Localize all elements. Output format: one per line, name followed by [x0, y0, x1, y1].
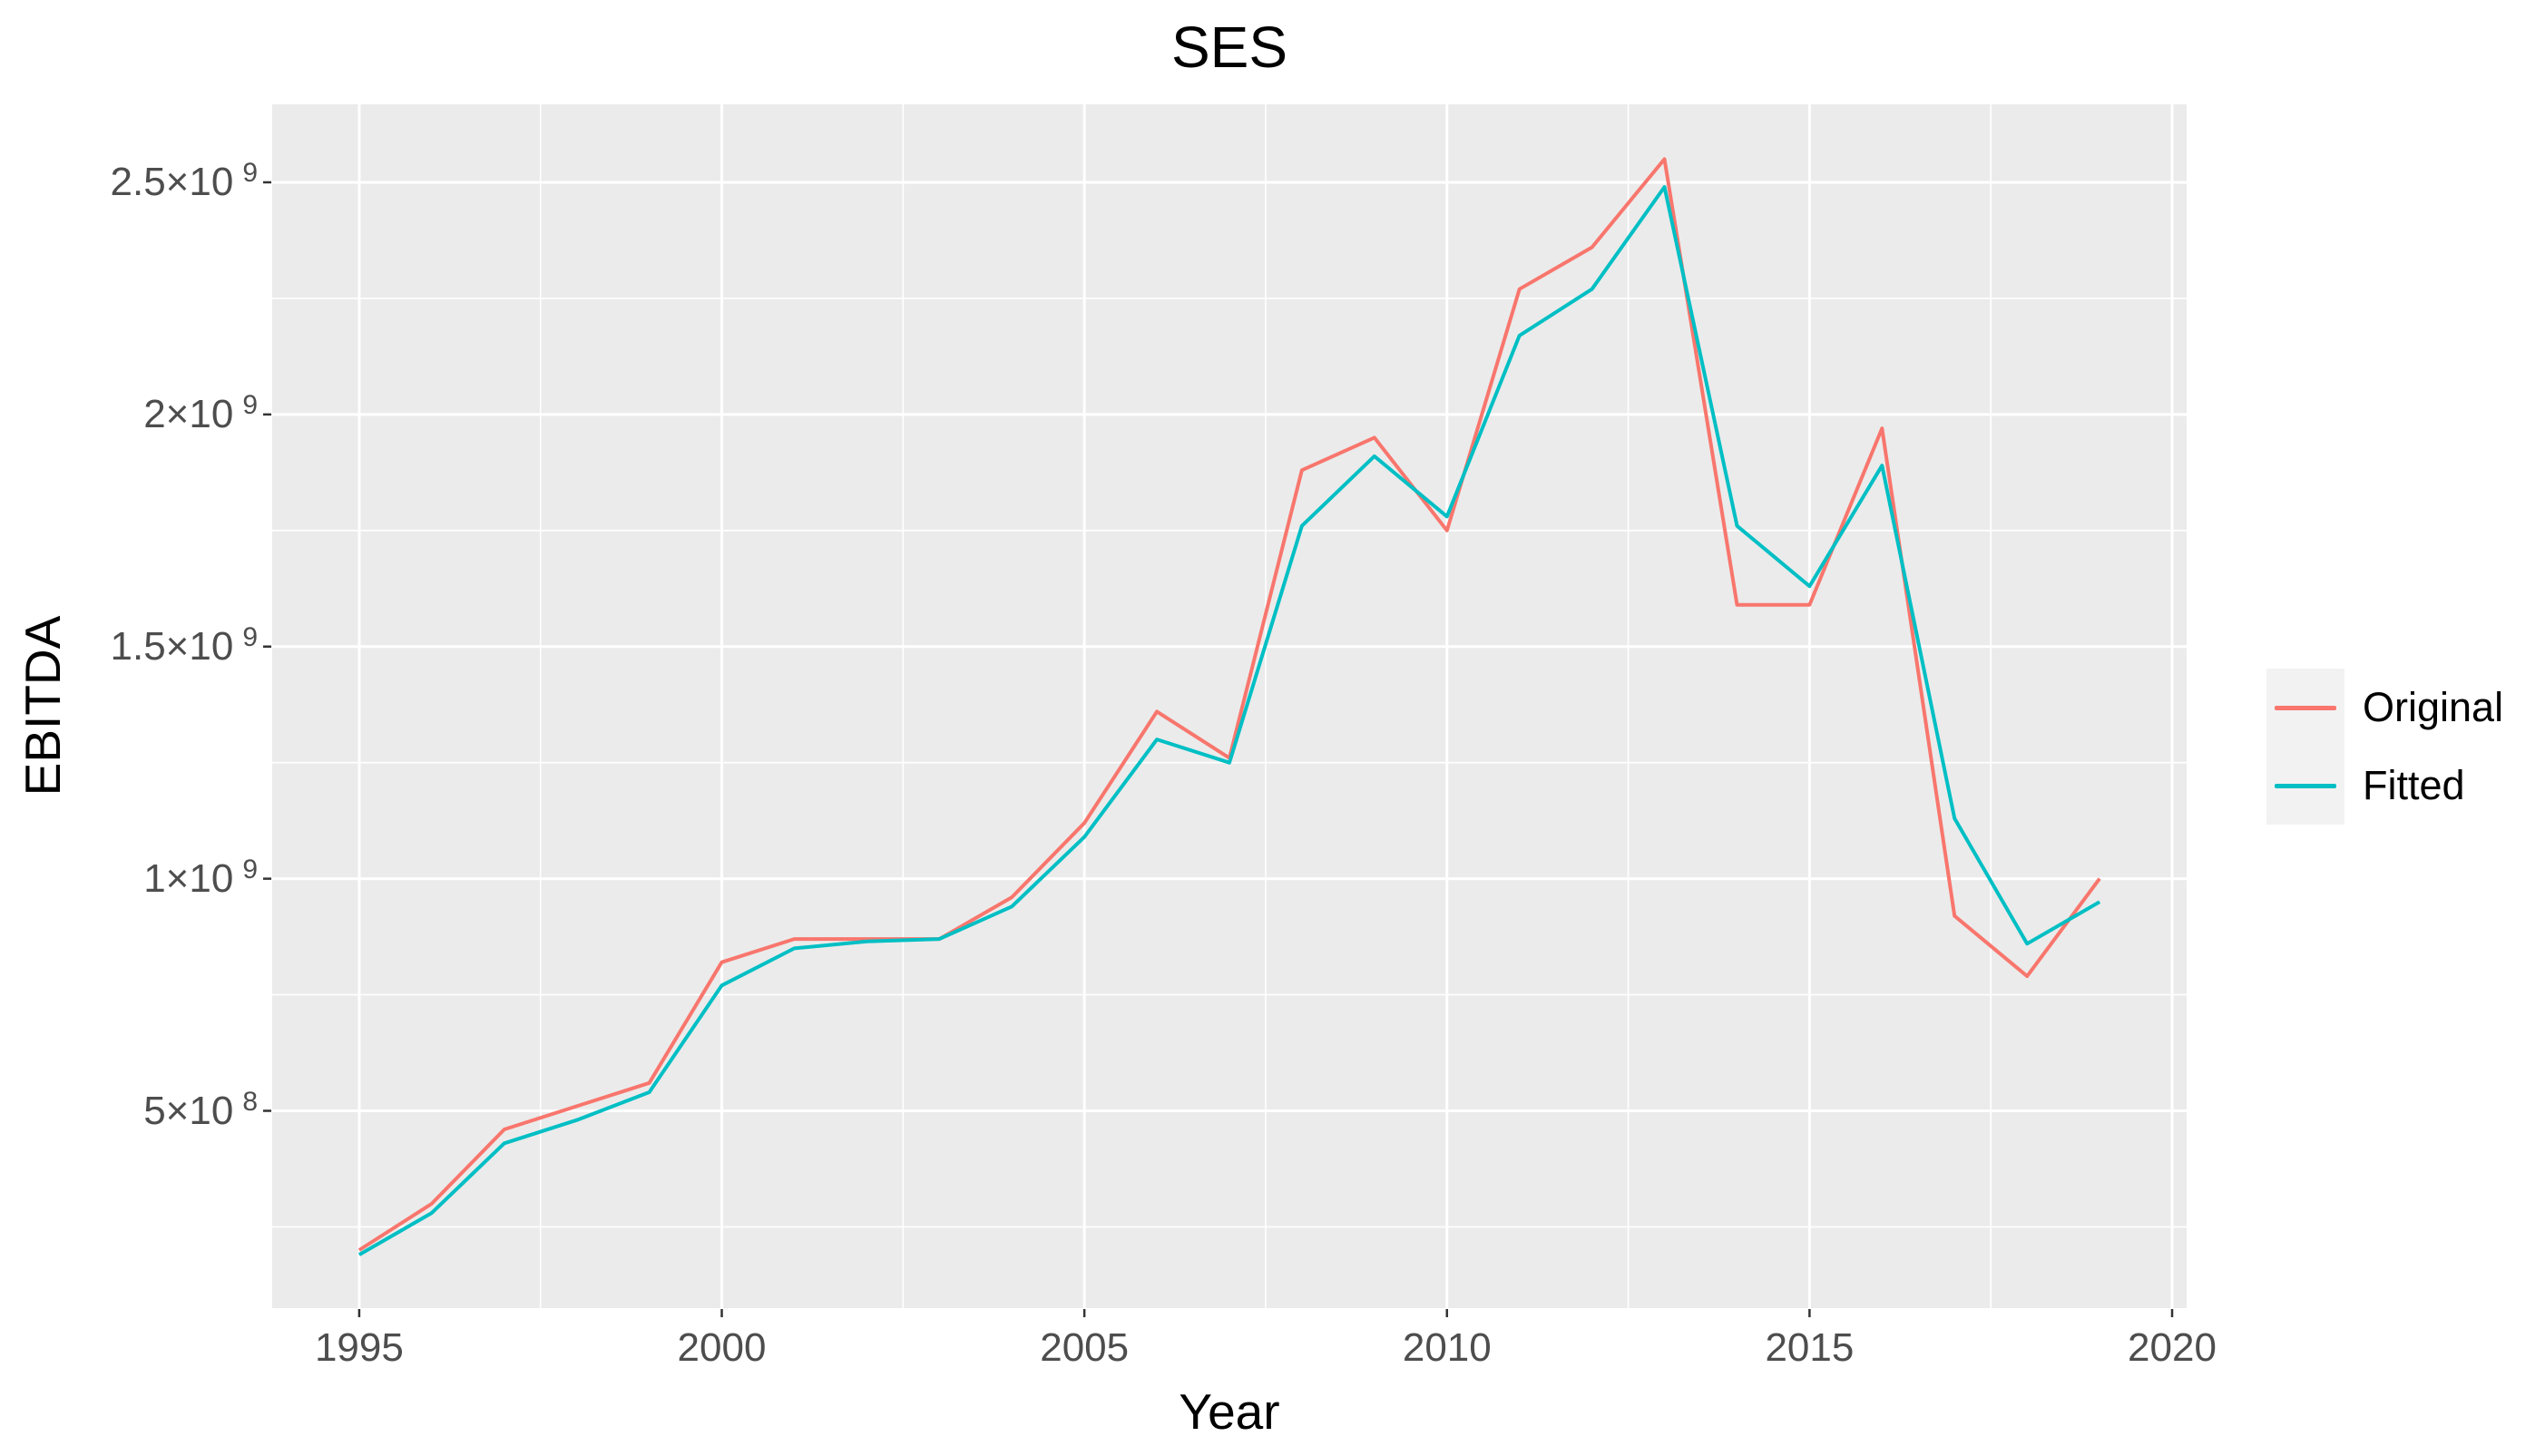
y-tick-label: 2.5×10 9	[110, 157, 259, 204]
legend-label-fitted: Fitted	[2363, 762, 2465, 808]
y-tick-label: 1×10 9	[143, 854, 258, 901]
y-tick-label: 5×10 8	[143, 1086, 258, 1133]
x-tick-label: 2010	[1402, 1325, 1492, 1370]
y-tick-label: 2×10 9	[143, 389, 258, 436]
x-tick-label: 2005	[1040, 1325, 1130, 1370]
legend-key-fitted	[2266, 747, 2344, 825]
legend: Original Fitted	[2266, 669, 2503, 825]
x-axis-title: Year	[1179, 1383, 1280, 1440]
y-tick-label: 1.5×10 9	[110, 621, 259, 669]
legend-item-fitted: Fitted	[2266, 747, 2503, 825]
legend-key-line-fitted-icon	[2275, 783, 2336, 788]
legend-label-original: Original	[2363, 684, 2504, 730]
legend-key-original	[2266, 669, 2344, 747]
legend-key-line-original-icon	[2275, 705, 2336, 710]
series-line-fitted	[357, 185, 2101, 1256]
x-tick-label: 1995	[314, 1325, 404, 1370]
x-tick-label: 2020	[2128, 1325, 2217, 1370]
x-tick-label: 2000	[677, 1325, 767, 1370]
x-tick-label: 2015	[1765, 1325, 1855, 1370]
legend-item-original: Original	[2266, 669, 2503, 747]
plot-panel	[272, 104, 2187, 1308]
chart-title: SES	[1170, 15, 1288, 80]
